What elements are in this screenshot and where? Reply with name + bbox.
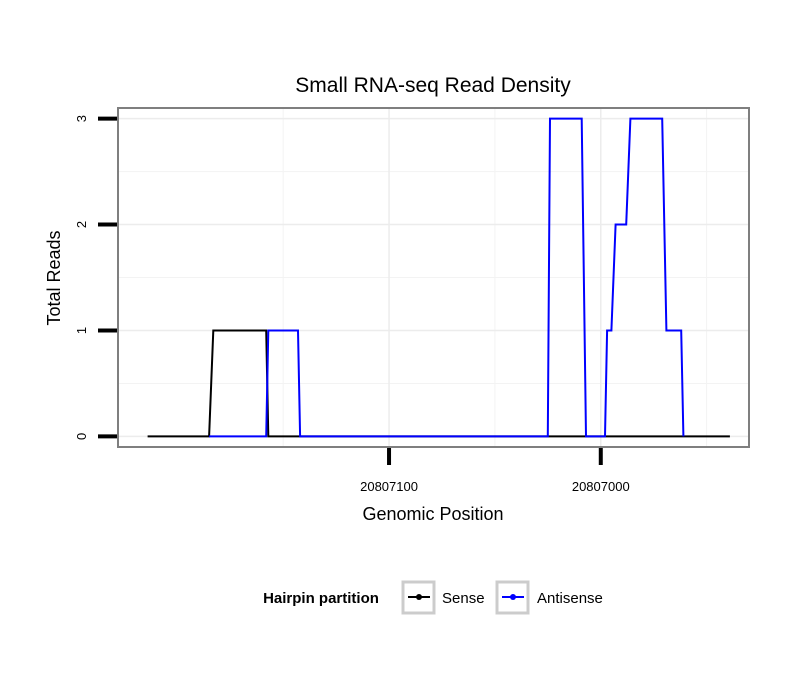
x-tick-label: 20807100 (360, 479, 418, 494)
legend-marker-sense (416, 594, 422, 600)
y-tick-label: 1 (74, 327, 89, 334)
y-axis-ticks: 0 1 2 3 (74, 115, 117, 440)
y-tick-label: 3 (74, 115, 89, 122)
legend-marker-antisense (510, 594, 516, 600)
y-tick-label: 2 (74, 221, 89, 228)
legend-label-sense: Sense (442, 590, 485, 607)
x-axis-ticks: 20807100 20807000 (360, 448, 630, 494)
legend-item-antisense: Antisense (495, 580, 603, 615)
x-axis-label: Genomic Position (362, 504, 503, 524)
chart-title: Small RNA-seq Read Density (295, 74, 571, 97)
series-line-antisense (209, 117, 685, 438)
legend-item-sense: Sense (401, 580, 485, 615)
legend-label-antisense: Antisense (537, 590, 603, 607)
y-axis-label: Total Reads (44, 230, 64, 325)
x-tick-label: 20807000 (572, 479, 630, 494)
series-layer (147, 117, 730, 438)
legend: Hairpin partition Sense Antisense (263, 580, 603, 615)
legend-title: Hairpin partition (263, 590, 379, 607)
plot-panel-border (117, 107, 750, 448)
y-tick-label: 0 (74, 433, 89, 440)
